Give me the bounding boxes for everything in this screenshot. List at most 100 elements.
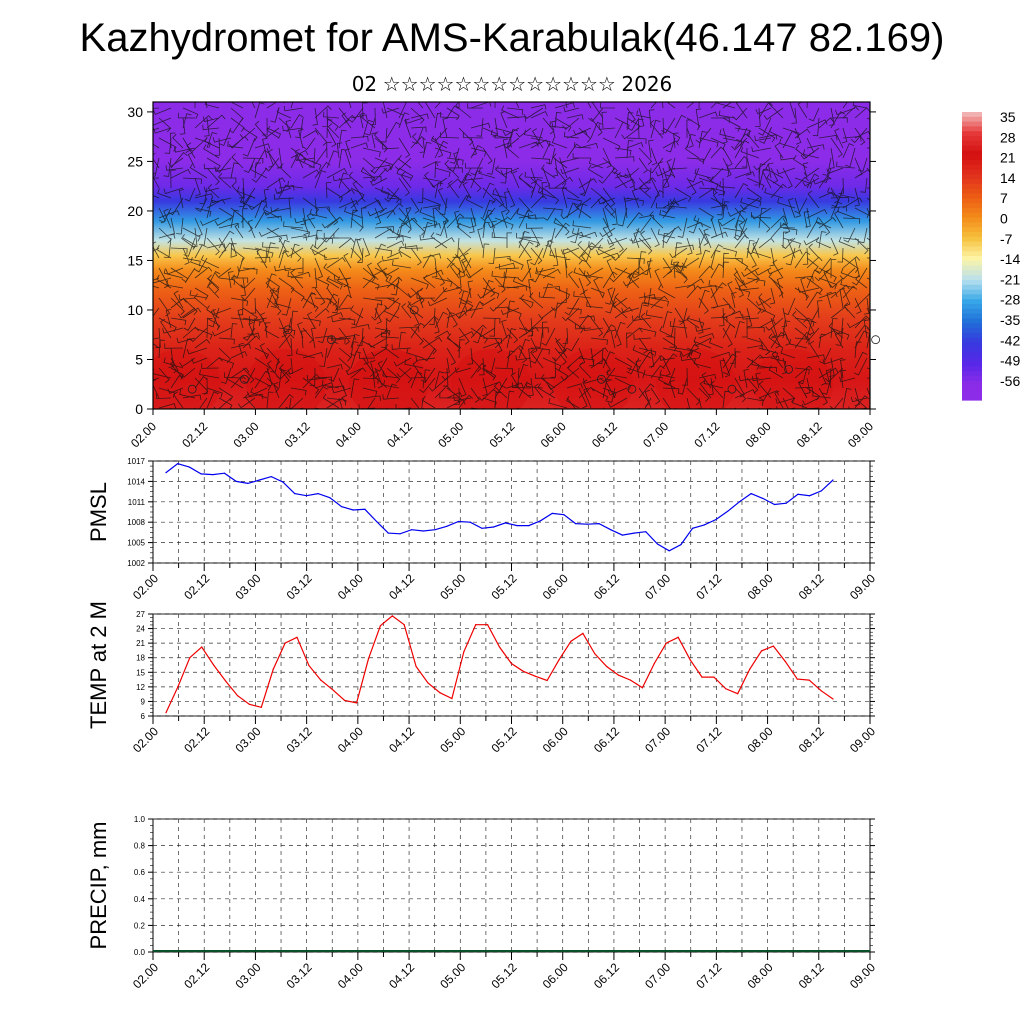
colorbar-swatch <box>962 212 982 219</box>
wind-barb <box>734 234 749 249</box>
wind-barb <box>458 339 465 359</box>
wind-barb <box>686 317 705 328</box>
wind-barb <box>693 336 712 349</box>
temp-2m-point <box>737 693 739 695</box>
wind-barb <box>573 291 592 299</box>
wind-barb <box>607 397 628 408</box>
wind-barb <box>170 152 188 169</box>
wind-barb <box>802 177 820 187</box>
wind-barb <box>674 407 677 409</box>
wind-barb <box>358 404 376 409</box>
wind-barb <box>278 277 295 293</box>
colorbar-swatch <box>962 241 982 247</box>
wind-barb <box>228 271 234 289</box>
wind-barb <box>290 310 298 329</box>
wind-barb <box>446 213 465 229</box>
wind-barb <box>553 218 568 229</box>
wind-barb <box>854 397 867 409</box>
wind-barb <box>343 253 352 269</box>
wind-barb <box>325 182 332 199</box>
wind-barb <box>530 347 544 364</box>
wind-barb <box>290 102 294 109</box>
wind-barb <box>632 345 652 359</box>
wind-barb <box>254 377 272 391</box>
wind-barb <box>467 103 484 109</box>
wind-barb <box>274 187 292 194</box>
wind-barb <box>487 217 508 229</box>
pmsl-point <box>317 493 319 495</box>
wind-barb <box>242 208 248 229</box>
pmsl-point <box>633 532 635 534</box>
wind-barb <box>547 377 568 390</box>
colorbar-label: -49 <box>1000 353 1020 369</box>
wind-barb <box>782 237 801 249</box>
temp-2m-point <box>629 679 632 681</box>
x-tick-label: 05.00 <box>437 724 468 755</box>
wind-barb <box>590 117 603 136</box>
colorbar-swatch <box>962 347 982 353</box>
wind-barb <box>407 297 424 307</box>
wind-barb <box>766 173 784 189</box>
wind-barb <box>546 147 556 165</box>
wind-barb <box>510 372 520 389</box>
wind-barb <box>830 117 848 123</box>
wind-barb <box>456 222 472 239</box>
wind-barb <box>345 367 364 376</box>
wind-barb <box>206 271 221 289</box>
wind-barb <box>530 247 544 266</box>
wind-barb <box>386 276 403 289</box>
wind-barb <box>240 277 246 297</box>
wind-barb <box>204 102 220 109</box>
wind-barb <box>746 307 753 328</box>
wind-barb <box>803 167 820 178</box>
wind-barb <box>458 394 474 409</box>
wind-barb <box>311 197 318 216</box>
wind-barb <box>284 265 304 272</box>
wind-barb <box>506 328 517 349</box>
wind-barb <box>598 167 616 184</box>
wind-barb <box>383 157 400 172</box>
wind-barb <box>254 256 271 263</box>
wind-barb <box>746 357 760 370</box>
wind-barb <box>276 107 292 119</box>
wind-barb <box>686 180 705 189</box>
wind-barb <box>530 347 550 355</box>
wind-barb <box>781 307 788 328</box>
wind-barb <box>374 226 395 232</box>
wind-barb <box>377 360 388 379</box>
wind-barb <box>266 215 282 222</box>
warm-cell <box>348 349 429 409</box>
wind-barb <box>361 407 364 409</box>
wind-barb <box>194 115 213 129</box>
wind-barb <box>758 237 775 249</box>
wind-barb <box>644 397 652 409</box>
colorbar-swatch <box>962 289 982 295</box>
wind-barb <box>698 137 719 148</box>
wind-barb <box>554 117 572 132</box>
wind-barb <box>839 288 845 309</box>
wind-barb <box>282 330 292 349</box>
wind-barb <box>533 383 544 399</box>
wind-barb <box>770 331 786 349</box>
wind-barb <box>602 217 613 238</box>
wind-barb <box>530 178 543 199</box>
wind-barb <box>716 197 724 216</box>
y-tick-label: 1.0 <box>134 815 146 824</box>
wind-barb <box>614 321 626 339</box>
wind-barb <box>458 257 466 278</box>
wind-barb <box>314 385 328 399</box>
wind-barb <box>578 242 596 259</box>
wind-barb <box>441 367 460 381</box>
colorbar-label: -7 <box>1000 231 1013 247</box>
colorbar-swatch <box>962 361 982 367</box>
wind-barb <box>182 177 202 185</box>
wind-barb <box>722 252 729 269</box>
wind-barb <box>380 127 388 143</box>
wind-barb <box>854 330 869 349</box>
wind-barb <box>183 317 196 331</box>
x-tick-label: 06.12 <box>591 960 622 991</box>
wind-barb <box>376 260 388 279</box>
wind-barb <box>158 207 166 224</box>
wind-barb <box>287 271 304 279</box>
